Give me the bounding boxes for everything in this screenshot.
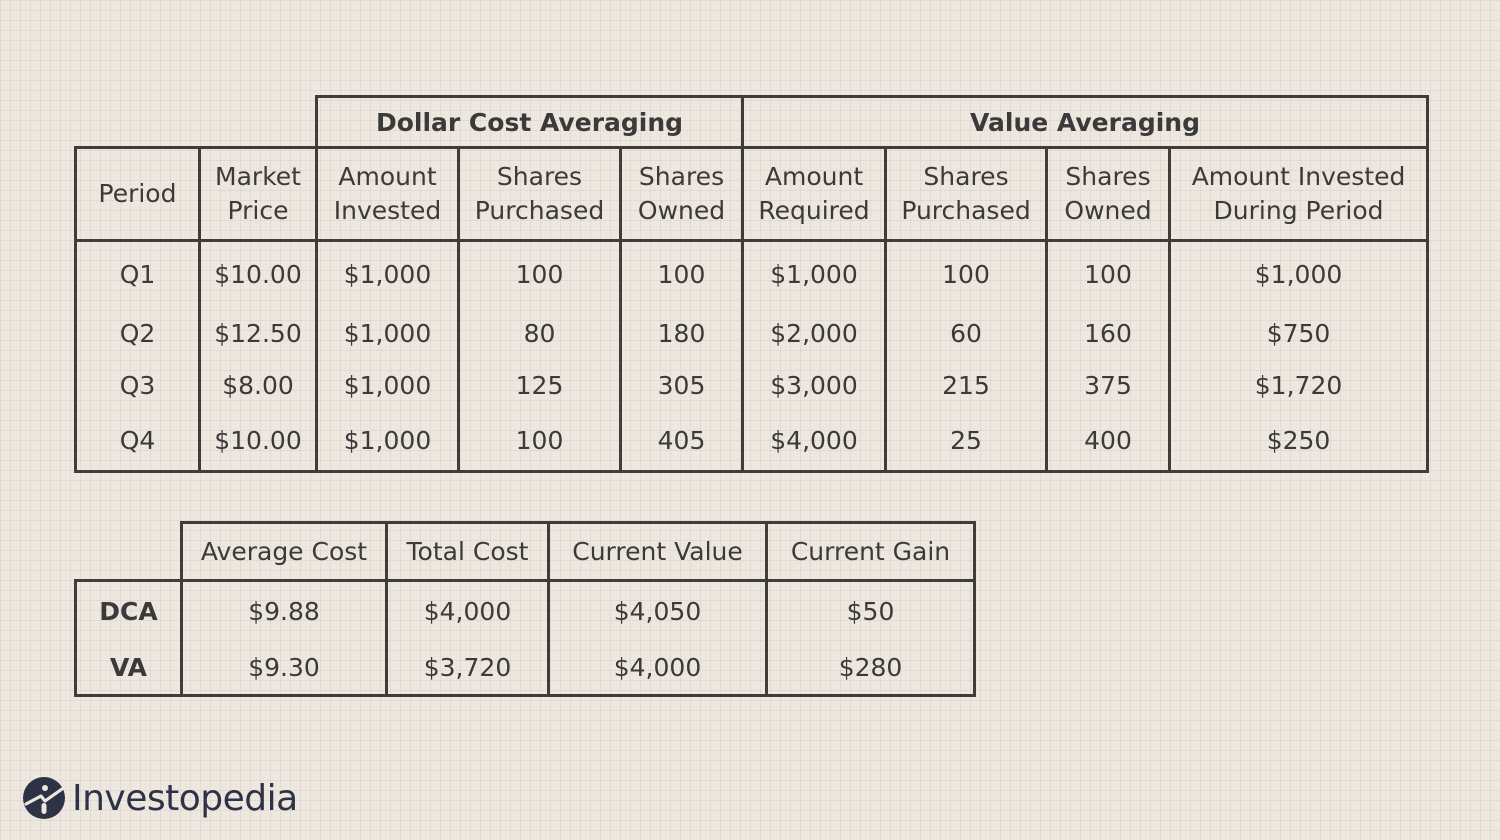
investopedia-logo-icon [22, 776, 66, 820]
table-cell: $280 [765, 641, 976, 697]
table-cell: $1,000 [315, 239, 460, 308]
table-cell: 375 [1045, 359, 1172, 412]
table-cell: $4,050 [547, 579, 768, 642]
table-cell: 80 [457, 307, 622, 360]
table-cell: $750 [1168, 307, 1430, 360]
table-cell: $1,000 [315, 411, 460, 473]
table-cell: Q4 [74, 411, 201, 473]
table-cell: $1,000 [1168, 239, 1430, 308]
table-cell: 25 [884, 411, 1049, 473]
table-cell: $10.00 [198, 239, 318, 308]
summary-results-table: Average Cost Total Cost Current Value Cu… [74, 521, 976, 697]
column-header-dca-shares-purchased: Shares Purchased [457, 146, 622, 242]
table-cell: $3,000 [741, 359, 888, 412]
table-cell: Q2 [74, 307, 201, 360]
table-cell: $4,000 [385, 579, 550, 642]
table-cell: $9.30 [180, 641, 388, 697]
table-cell: $1,720 [1168, 359, 1430, 412]
table-cell: $1,000 [741, 239, 888, 308]
table-cell: $4,000 [741, 411, 888, 473]
column-header-total-cost: Total Cost [385, 521, 550, 582]
table-cell: Q1 [74, 239, 201, 308]
column-header-va-shares-purchased: Shares Purchased [884, 146, 1049, 242]
table-cell: 100 [884, 239, 1049, 308]
table-cell: 125 [457, 359, 622, 412]
averaging-comparison-table: Dollar Cost Averaging Value Averaging Pe… [74, 95, 1430, 473]
table-cell: 100 [1045, 239, 1172, 308]
table-cell: $12.50 [198, 307, 318, 360]
table-cell: 180 [618, 307, 745, 360]
column-header-dca-amount-invested: Amount Invested [315, 146, 460, 242]
column-header-va-amount-invested-during-period: Amount Invested During Period [1168, 146, 1430, 242]
column-header-va-shares-owned: Shares Owned [1045, 146, 1172, 242]
table-cell: $1,000 [315, 307, 460, 360]
table-cell: 160 [1045, 307, 1172, 360]
table-cell: $50 [765, 579, 976, 642]
table-row: Q1 $10.00 $1,000 100 100 $1,000 100 100 … [74, 239, 1430, 308]
table-row: DCA $9.88 $4,000 $4,050 $50 [74, 579, 976, 642]
blank-corner [76, 97, 317, 148]
brand-name: Investopedia [72, 777, 298, 819]
row-label-dca: DCA [74, 579, 183, 642]
table-cell: $8.00 [198, 359, 318, 412]
table-cell: 60 [884, 307, 1049, 360]
investopedia-logo: Investopedia [22, 776, 298, 820]
row-label-va: VA [74, 641, 183, 697]
column-header-current-gain: Current Gain [765, 521, 976, 582]
table-cell: $10.00 [198, 411, 318, 473]
table-cell: 400 [1045, 411, 1172, 473]
table-cell: Q3 [74, 359, 201, 412]
table-row: Q2 $12.50 $1,000 80 180 $2,000 60 160 $7… [74, 307, 1430, 360]
table-cell: $2,000 [741, 307, 888, 360]
table-row: Q3 $8.00 $1,000 125 305 $3,000 215 375 $… [74, 359, 1430, 412]
group-header-dca: Dollar Cost Averaging [314, 95, 745, 149]
group-header-va: Value Averaging [741, 95, 1430, 149]
table-cell: 100 [457, 239, 622, 308]
table-cell: 100 [457, 411, 622, 473]
table-cell: 405 [618, 411, 745, 473]
column-header-period: Period [74, 146, 201, 242]
table-cell: $4,000 [547, 641, 768, 697]
table-cell: $1,000 [315, 359, 460, 412]
table-cell: $9.88 [180, 579, 388, 642]
table-cell: $3,720 [385, 641, 550, 697]
table-cell: $250 [1168, 411, 1430, 473]
table-row: VA $9.30 $3,720 $4,000 $280 [74, 641, 976, 697]
table-row: Q4 $10.00 $1,000 100 405 $4,000 25 400 $… [74, 411, 1430, 473]
column-header-market-price: Market Price [198, 146, 318, 242]
column-header-average-cost: Average Cost [180, 521, 388, 582]
column-header-dca-shares-owned: Shares Owned [618, 146, 745, 242]
blank-corner [76, 523, 182, 581]
table-cell: 100 [618, 239, 745, 308]
column-header-current-value: Current Value [547, 521, 768, 582]
table-cell: 215 [884, 359, 1049, 412]
column-header-va-amount-required: Amount Required [741, 146, 888, 242]
table-cell: 305 [618, 359, 745, 412]
